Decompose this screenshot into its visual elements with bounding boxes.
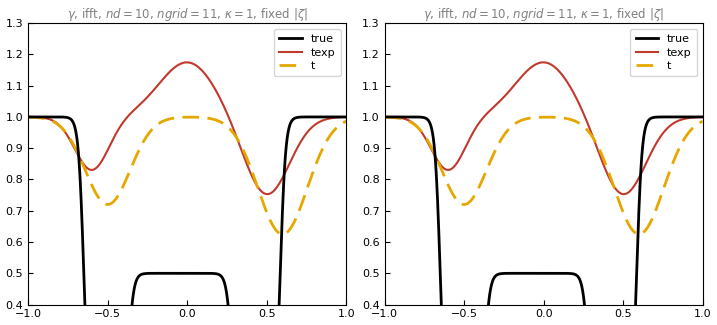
Line: texp: texp — [28, 62, 346, 194]
t — [698, 119, 707, 123]
Line: true: true — [384, 117, 703, 325]
true — [333, 115, 341, 119]
t — [278, 232, 287, 236]
true — [333, 115, 341, 119]
Line: t: t — [384, 117, 703, 234]
texp — [179, 61, 187, 65]
true — [179, 271, 187, 275]
t — [689, 125, 698, 129]
Legend: true, texp, t: true, texp, t — [274, 29, 341, 76]
texp — [40, 116, 49, 120]
true — [342, 115, 351, 119]
t — [535, 115, 543, 119]
t — [179, 115, 187, 119]
true — [275, 314, 283, 318]
true — [698, 115, 707, 119]
Line: texp: texp — [384, 62, 703, 194]
t — [170, 116, 179, 120]
t — [526, 116, 535, 120]
texp — [24, 115, 32, 119]
texp — [698, 115, 707, 119]
texp — [170, 66, 179, 70]
true — [631, 314, 640, 318]
t — [635, 232, 643, 236]
texp — [619, 192, 628, 196]
t — [24, 115, 32, 119]
texp — [333, 116, 341, 120]
texp — [263, 192, 272, 196]
true — [170, 271, 179, 275]
t — [397, 117, 405, 121]
Title: $\gamma$, ifft, $nd = 10$, $ngrid = 11$, $\kappa = 1$, fixed $|\zeta|$: $\gamma$, ifft, $nd = 10$, $ngrid = 11$,… — [423, 6, 664, 22]
texp — [526, 66, 535, 70]
texp — [397, 116, 405, 120]
t — [333, 125, 341, 129]
texp — [275, 182, 283, 186]
texp — [183, 60, 191, 64]
true — [689, 115, 698, 119]
texp — [631, 182, 640, 186]
t — [689, 125, 698, 129]
t — [631, 231, 640, 235]
true — [397, 115, 405, 119]
texp — [380, 115, 389, 119]
texp — [539, 60, 548, 64]
Line: true: true — [28, 117, 346, 325]
true — [535, 271, 543, 275]
texp — [690, 116, 698, 120]
t — [342, 119, 351, 123]
true — [526, 271, 535, 275]
texp — [333, 116, 341, 120]
true — [380, 115, 389, 119]
true — [24, 115, 32, 119]
texp — [535, 61, 543, 65]
texp — [689, 116, 698, 120]
t — [380, 115, 389, 119]
true — [40, 115, 49, 119]
t — [275, 231, 283, 235]
true — [689, 115, 698, 119]
Legend: true, texp, t: true, texp, t — [630, 29, 697, 76]
t — [333, 125, 341, 129]
texp — [342, 115, 351, 119]
Line: t: t — [28, 117, 346, 234]
Title: $\gamma$, ifft, $nd = 10$, $ngrid = 11$, $\kappa = 1$, fixed $|\zeta|$: $\gamma$, ifft, $nd = 10$, $ngrid = 11$,… — [67, 6, 308, 22]
t — [40, 117, 49, 121]
